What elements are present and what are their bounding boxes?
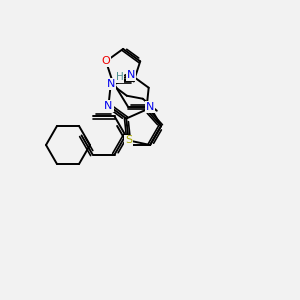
Text: N: N	[104, 100, 113, 111]
Text: N: N	[127, 70, 135, 80]
Text: O: O	[102, 56, 110, 66]
Text: H: H	[116, 72, 124, 82]
Text: N: N	[146, 102, 154, 112]
Text: N: N	[106, 79, 115, 89]
Text: S: S	[125, 135, 132, 146]
